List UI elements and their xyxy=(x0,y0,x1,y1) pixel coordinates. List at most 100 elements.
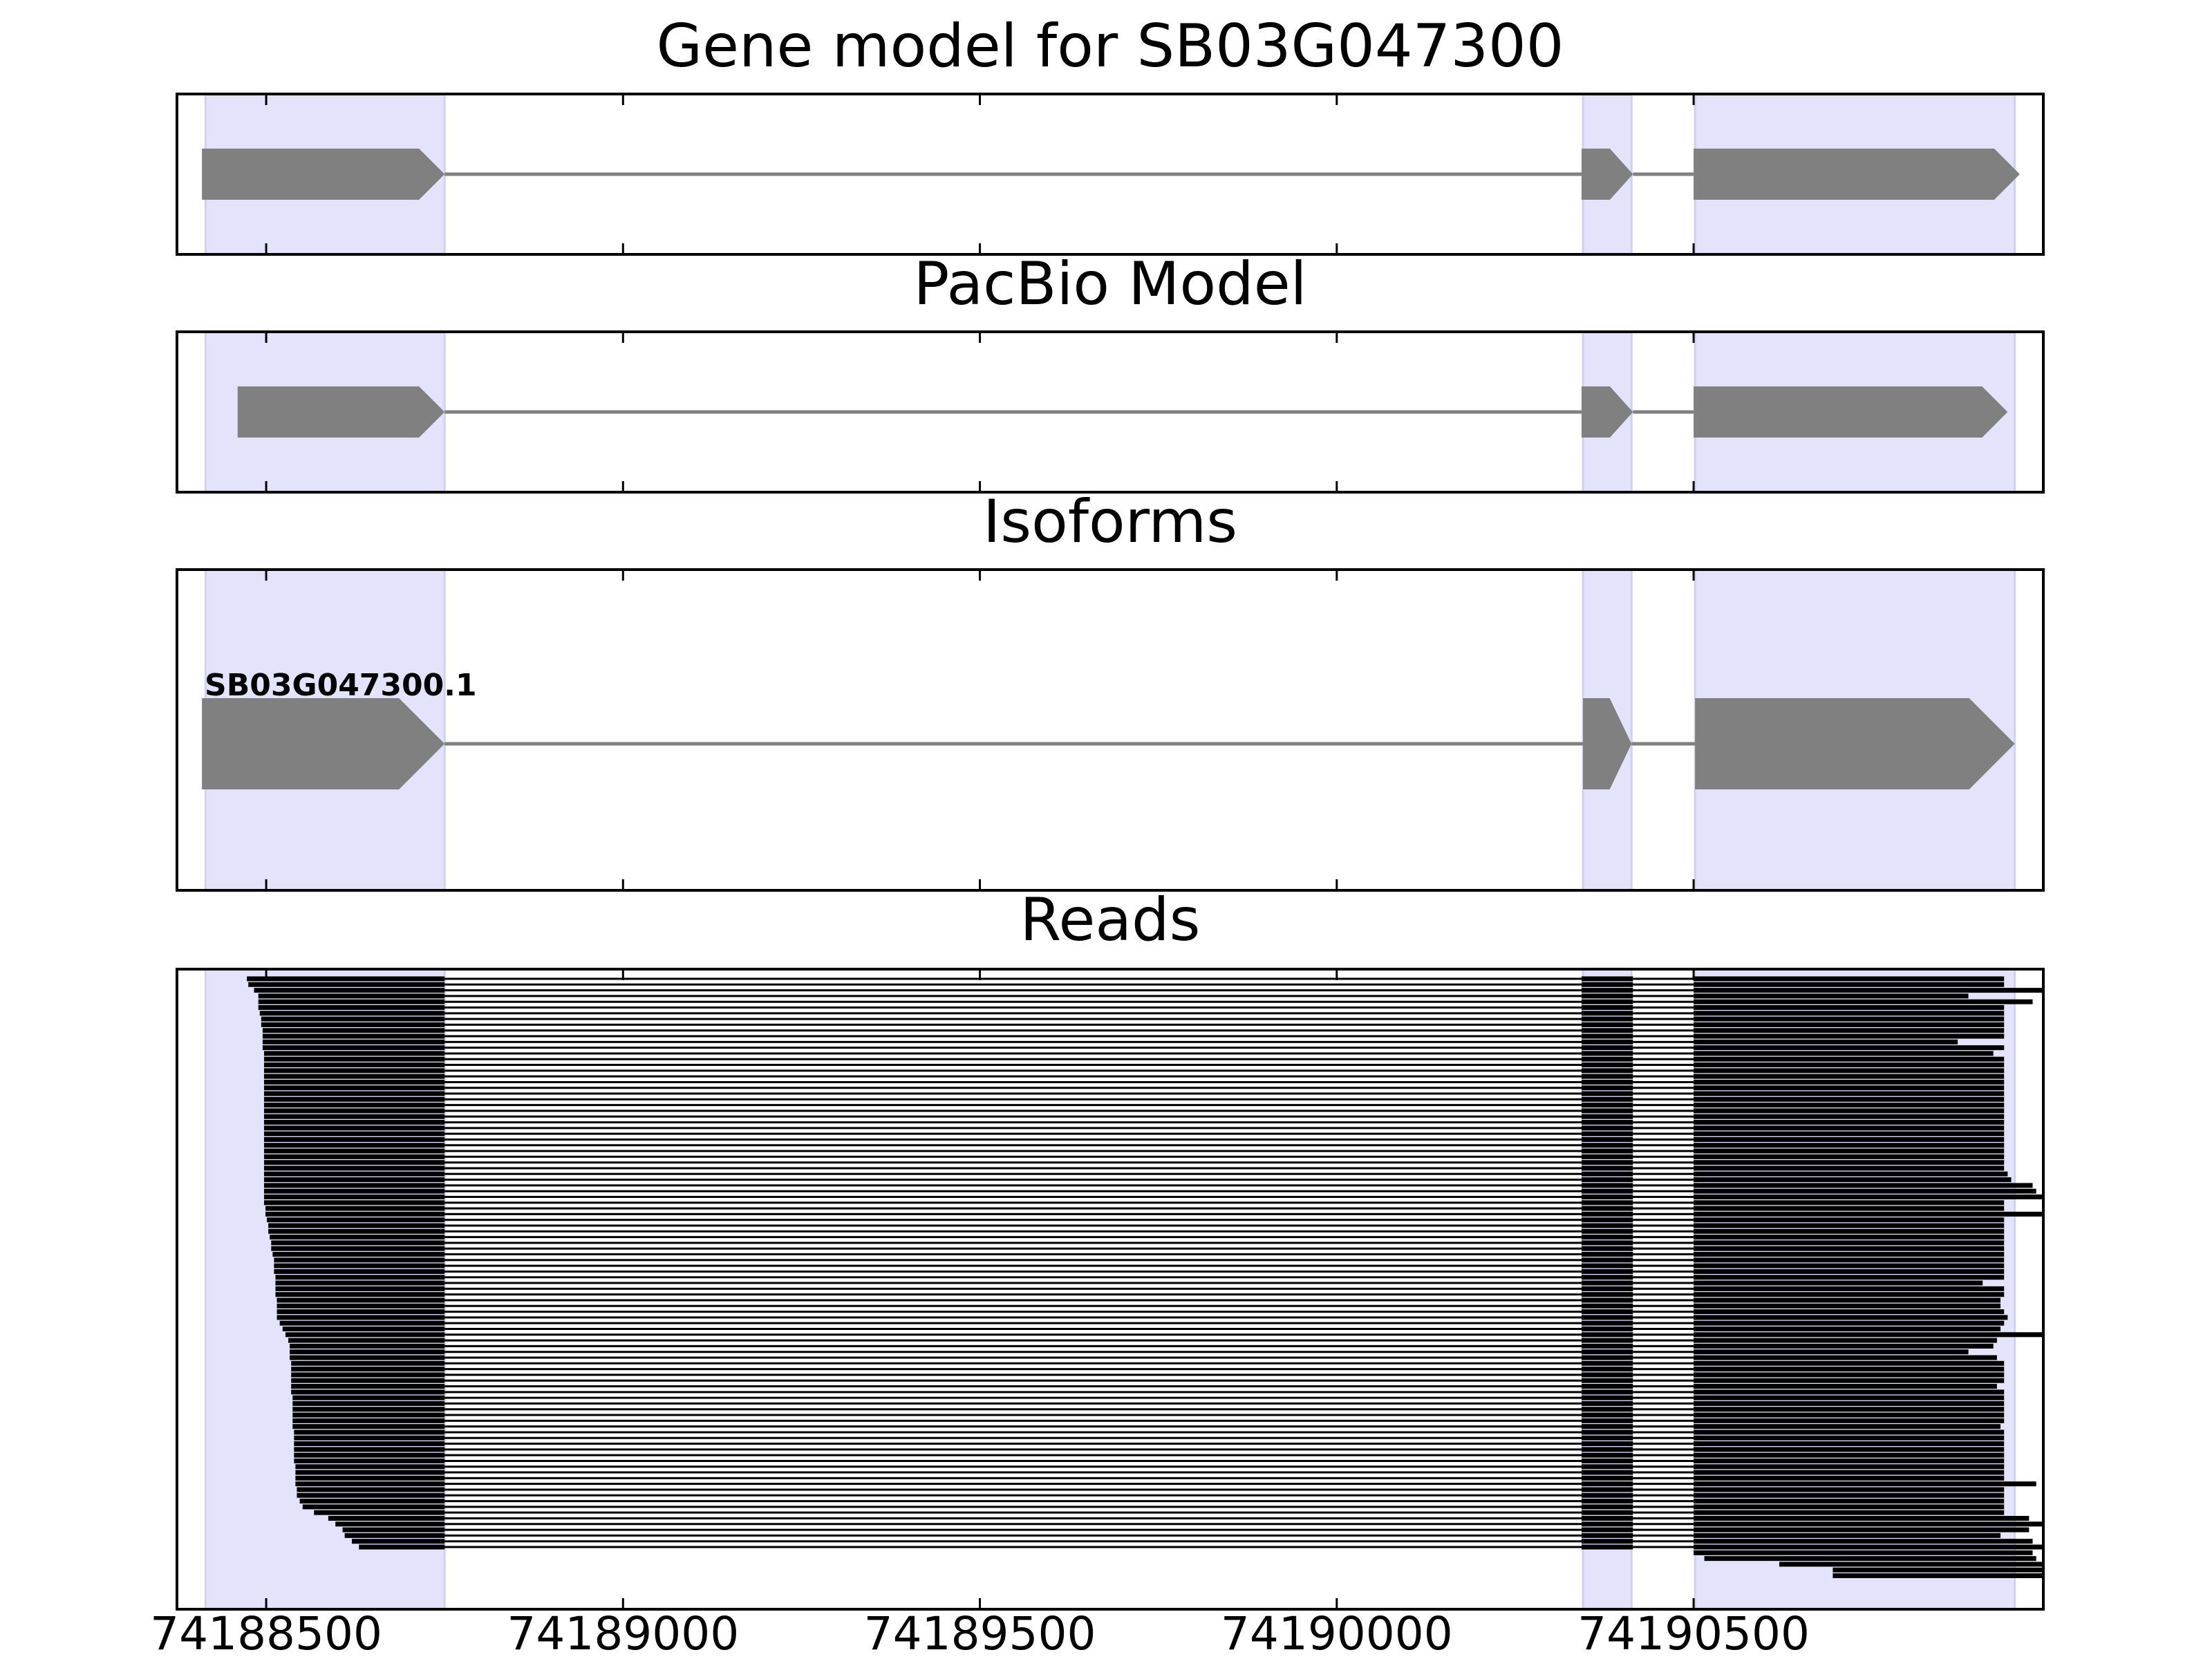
read-93-exon-3 xyxy=(1694,1504,2005,1510)
read-44-exon-1 xyxy=(268,1223,445,1228)
read-21-exon-2 xyxy=(1581,1091,1633,1096)
reads-ticks xyxy=(265,969,1695,1609)
reads-lines xyxy=(247,976,2043,1579)
read-77-exon-1 xyxy=(292,1412,445,1418)
read-23-exon-1 xyxy=(263,1103,445,1108)
pacbio-model-features xyxy=(237,386,2008,438)
read-26-exon-1 xyxy=(263,1120,445,1125)
reads-panel: Reads xyxy=(176,885,2045,1611)
read-51-exon-2 xyxy=(1581,1263,1633,1268)
read-87-exon-3 xyxy=(1694,1470,2005,1475)
read-94-exon-2 xyxy=(1581,1510,1633,1515)
read-54-exon-3 xyxy=(1694,1280,1983,1286)
read-18-exon-3 xyxy=(1694,1074,2005,1079)
isoform-label: SB03G047300.1 xyxy=(205,668,477,703)
read-55-exon-3 xyxy=(1694,1286,2005,1291)
read-57-exon-1 xyxy=(276,1297,445,1303)
read-87-exon-2 xyxy=(1581,1470,1633,1475)
tail-read-2 xyxy=(1704,1556,2036,1562)
x-tick-label-2: 74189000 xyxy=(507,1607,739,1659)
read-80-exon-2 xyxy=(1581,1430,1633,1435)
read-83-exon-3 xyxy=(1694,1447,2005,1452)
read-7-exon-2 xyxy=(1581,1011,1633,1016)
read-20-exon-1 xyxy=(263,1085,445,1091)
read-81-exon-3 xyxy=(1694,1435,2005,1441)
read-79-exon-3 xyxy=(1694,1424,2001,1430)
read-95-exon-2 xyxy=(1581,1515,1633,1521)
read-97-exon-3 xyxy=(1694,1527,2030,1533)
read-20-exon-3 xyxy=(1694,1085,2005,1091)
read-12-exon-1 xyxy=(262,1039,445,1044)
read-41-exon-1 xyxy=(265,1206,445,1211)
read-21-exon-3 xyxy=(1694,1091,2005,1096)
read-25-exon-1 xyxy=(263,1114,445,1119)
read-64-exon-3 xyxy=(1694,1338,1997,1343)
read-18-exon-1 xyxy=(263,1074,445,1079)
read-34-exon-2 xyxy=(1581,1165,1633,1171)
read-75-exon-3 xyxy=(1694,1400,2005,1406)
read-11-exon-2 xyxy=(1581,1033,1633,1039)
read-65-exon-3 xyxy=(1694,1343,1994,1349)
read-99-exon-1 xyxy=(351,1539,445,1544)
read-38-exon-3 xyxy=(1694,1188,2036,1194)
exon-1 xyxy=(202,149,445,200)
read-77-exon-3 xyxy=(1694,1412,2005,1418)
read-5-exon-1 xyxy=(258,999,445,1004)
gene-model-features xyxy=(202,149,2020,200)
read-35-exon-2 xyxy=(1581,1171,1633,1177)
read-91-exon-3 xyxy=(1694,1492,2005,1498)
read-23-exon-2 xyxy=(1581,1103,1633,1108)
read-78-exon-3 xyxy=(1694,1418,2005,1423)
read-57-exon-3 xyxy=(1694,1297,2001,1303)
read-10-exon-1 xyxy=(262,1028,445,1033)
read-58-exon-1 xyxy=(276,1303,445,1309)
read-30-exon-1 xyxy=(263,1143,445,1148)
read-49-exon-3 xyxy=(1694,1252,2005,1257)
read-49-exon-1 xyxy=(272,1252,445,1257)
read-69-exon-2 xyxy=(1581,1367,1633,1372)
read-52-exon-1 xyxy=(274,1268,445,1274)
read-50-exon-1 xyxy=(274,1257,445,1263)
read-74-exon-3 xyxy=(1694,1395,2005,1400)
read-22-exon-1 xyxy=(263,1096,445,1102)
read-45-exon-3 xyxy=(1694,1228,2005,1234)
tail-read-4 xyxy=(1833,1567,2043,1573)
read-53-exon-3 xyxy=(1694,1275,2005,1280)
read-77-exon-2 xyxy=(1581,1412,1633,1418)
read-93-exon-1 xyxy=(302,1504,445,1510)
read-59-exon-1 xyxy=(276,1309,445,1315)
read-54-exon-1 xyxy=(275,1280,445,1286)
read-67-exon-3 xyxy=(1694,1355,1997,1360)
read-32-exon-1 xyxy=(263,1154,445,1159)
read-80-exon-3 xyxy=(1694,1430,2005,1435)
read-84-exon-3 xyxy=(1694,1452,2005,1458)
read-84-exon-2 xyxy=(1581,1452,1633,1458)
read-98-exon-2 xyxy=(1581,1533,1633,1538)
exon-3 xyxy=(1694,386,2008,438)
read-67-exon-1 xyxy=(290,1355,445,1360)
read-83-exon-1 xyxy=(294,1447,445,1452)
read-68-exon-2 xyxy=(1581,1360,1633,1366)
read-59-exon-2 xyxy=(1581,1309,1633,1315)
read-70-exon-1 xyxy=(291,1372,445,1378)
read-71-exon-3 xyxy=(1694,1378,2005,1383)
read-11-exon-1 xyxy=(262,1033,445,1039)
read-96-exon-3 xyxy=(1694,1521,2043,1527)
read-8-exon-1 xyxy=(261,1016,445,1022)
read-23-exon-3 xyxy=(1694,1103,2005,1108)
read-8-exon-3 xyxy=(1694,1016,2005,1022)
read-36-exon-2 xyxy=(1581,1177,1633,1183)
read-3-exon-1 xyxy=(254,988,445,993)
read-19-exon-1 xyxy=(263,1079,445,1085)
read-94-exon-3 xyxy=(1694,1510,2005,1515)
read-78-exon-1 xyxy=(292,1418,445,1423)
read-90-exon-2 xyxy=(1581,1487,1633,1492)
read-95-exon-3 xyxy=(1694,1515,2030,1521)
read-36-exon-3 xyxy=(1694,1177,2012,1183)
read-99-exon-3 xyxy=(1694,1539,2033,1544)
read-25-exon-3 xyxy=(1694,1114,2005,1119)
read-38-exon-2 xyxy=(1581,1188,1633,1194)
read-14-exon-2 xyxy=(1581,1051,1633,1056)
read-88-exon-2 xyxy=(1581,1475,1633,1481)
read-89-exon-1 xyxy=(295,1481,445,1487)
